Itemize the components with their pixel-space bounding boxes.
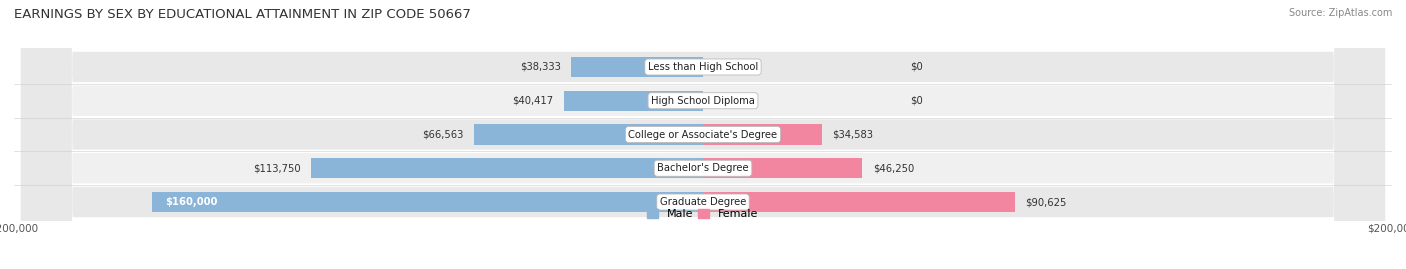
Text: $0: $0	[910, 62, 922, 72]
FancyBboxPatch shape	[21, 0, 1385, 269]
Text: Source: ZipAtlas.com: Source: ZipAtlas.com	[1288, 8, 1392, 18]
Text: Bachelor's Degree: Bachelor's Degree	[657, 163, 749, 173]
Bar	[311, 158, 703, 178]
Bar	[474, 124, 703, 145]
FancyBboxPatch shape	[21, 0, 1385, 269]
Text: Graduate Degree: Graduate Degree	[659, 197, 747, 207]
Text: Less than High School: Less than High School	[648, 62, 758, 72]
Text: High School Diploma: High School Diploma	[651, 96, 755, 106]
Bar	[703, 158, 862, 178]
Text: $38,333: $38,333	[520, 62, 561, 72]
Text: $34,583: $34,583	[832, 129, 873, 140]
Text: $46,250: $46,250	[873, 163, 914, 173]
Text: $113,750: $113,750	[253, 163, 301, 173]
Bar	[703, 192, 1015, 212]
Bar	[703, 124, 823, 145]
FancyBboxPatch shape	[21, 0, 1385, 269]
Bar	[152, 192, 703, 212]
Text: $0: $0	[910, 96, 922, 106]
FancyBboxPatch shape	[21, 0, 1385, 269]
Bar	[564, 91, 703, 111]
Text: College or Associate's Degree: College or Associate's Degree	[628, 129, 778, 140]
Bar	[571, 57, 703, 77]
Legend: Male, Female: Male, Female	[643, 204, 763, 224]
Text: $66,563: $66,563	[422, 129, 464, 140]
Text: $160,000: $160,000	[166, 197, 218, 207]
FancyBboxPatch shape	[21, 0, 1385, 269]
Text: $40,417: $40,417	[512, 96, 554, 106]
Text: $90,625: $90,625	[1025, 197, 1067, 207]
Text: EARNINGS BY SEX BY EDUCATIONAL ATTAINMENT IN ZIP CODE 50667: EARNINGS BY SEX BY EDUCATIONAL ATTAINMEN…	[14, 8, 471, 21]
